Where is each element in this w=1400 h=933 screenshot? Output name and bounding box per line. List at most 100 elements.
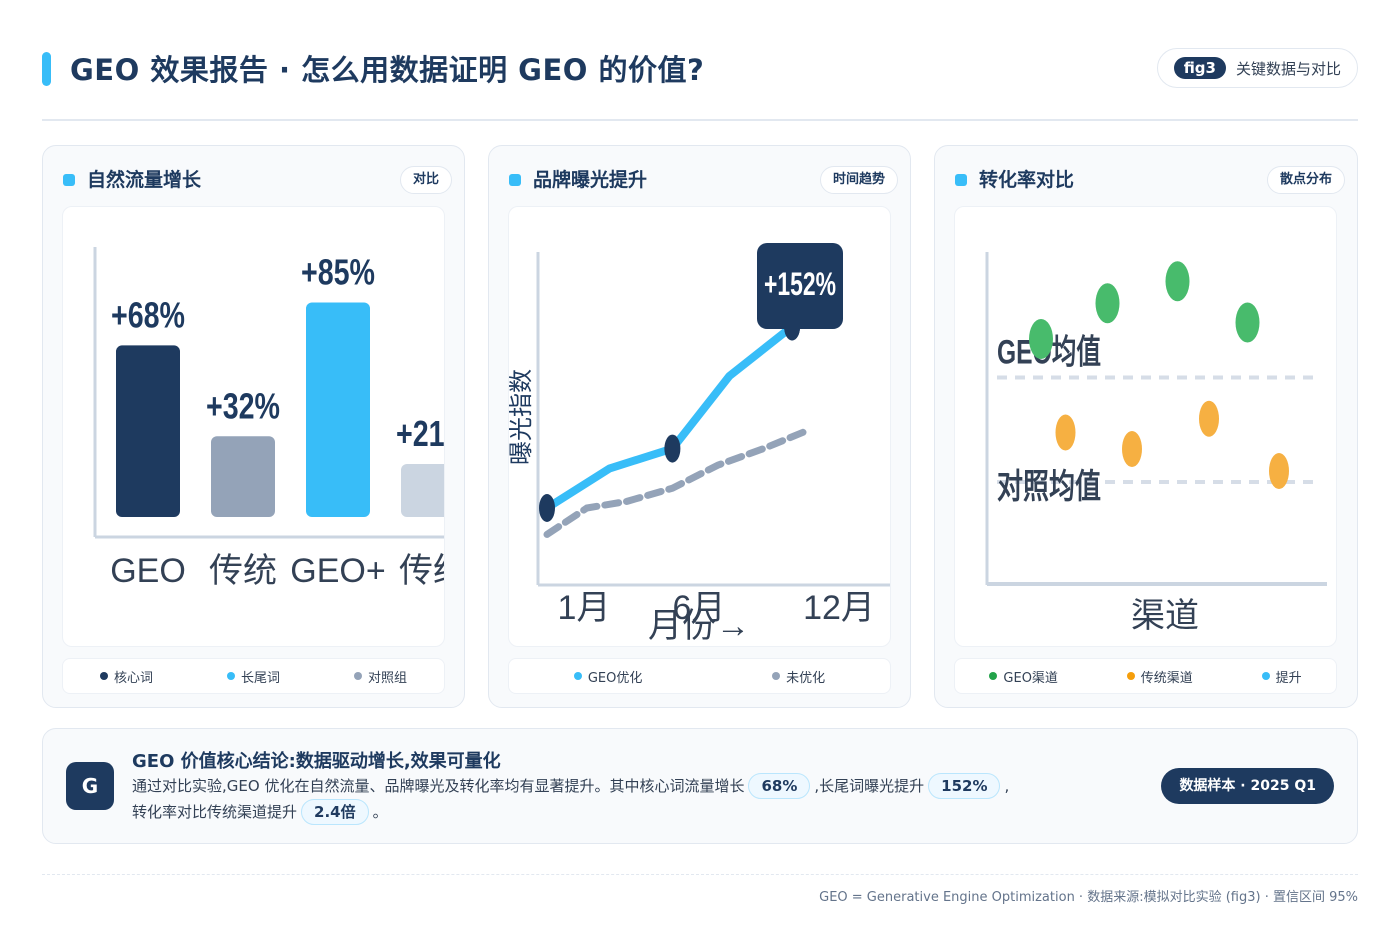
legend-label: 传统渠道 [1140, 670, 1193, 686]
legend-item: 未优化 [772, 667, 825, 686]
page-title: GEO 效果报告 · 怎么用数据证明 GEO 的价值? [70, 53, 705, 87]
scatter-point [1095, 283, 1120, 324]
reference-line-label: 对照均值 [997, 468, 1101, 506]
summary-text: 通过对比实验,GEO 优化在自然流量、品牌曝光及转化率均有显著提升。其中核心词流… [132, 773, 1132, 825]
card-title: 自然流量增长 [87, 169, 202, 191]
bar-data-label: +68% [111, 294, 185, 335]
bar-data-label: +85% [301, 252, 375, 293]
figure-label: 关键数据与对比 [1235, 59, 1341, 78]
scatter-point [1235, 302, 1260, 343]
card-bullet [955, 174, 967, 186]
figure-tag: fig3 关键数据与对比 [1156, 48, 1358, 88]
scatter-point [1199, 400, 1219, 437]
legend-item: 传统渠道 [1126, 667, 1193, 686]
data-sample-badge: 数据样本 · 2025 Q1 [1161, 768, 1334, 804]
legend-swatch [226, 672, 235, 680]
annotation-box [757, 243, 843, 329]
summary-text-part: , [1004, 777, 1010, 795]
series-line-geo [544, 323, 795, 512]
bar-data-label: +21% [396, 413, 445, 454]
x-tick-label: 传统 [399, 552, 445, 590]
card-conversion-rate: 转化率对比 散点分布 GEO均值对照均值渠道 GEO渠道 传统渠道 提升 [934, 145, 1358, 708]
footer-note: GEO = Generative Engine Optimization · 数… [819, 890, 1358, 905]
legend-swatch [573, 672, 582, 680]
data-point [664, 434, 681, 463]
summary-text-part: 。 [372, 803, 388, 821]
x-tick-label: 传统 [209, 552, 277, 590]
legend-label: 提升 [1275, 670, 1302, 686]
summary-title: GEO 价值核心结论:数据驱动增长,效果可量化 [132, 751, 501, 772]
legend-label: 核心词 [113, 670, 153, 686]
legend-label: 对照组 [367, 670, 407, 686]
card-tag: 时间趋势 [819, 166, 898, 194]
bar-data-label: +32% [206, 385, 280, 426]
figure-badge: fig3 [1173, 57, 1226, 79]
x-axis-label: 月份→ [648, 607, 750, 645]
summary-avatar: G [66, 762, 114, 810]
y-axis-label: 曝光指数 [509, 369, 535, 465]
legend-item: GEO优化 [573, 667, 643, 686]
card-tag: 散点分布 [1266, 166, 1345, 194]
scatter-point [1269, 453, 1289, 489]
bar [401, 464, 444, 517]
chart-legend: GEO优化 未优化 [508, 658, 891, 694]
card-header: 自然流量增长 对比 [61, 166, 452, 196]
legend-item: 核心词 [99, 667, 153, 686]
legend-label: GEO优化 [587, 670, 643, 686]
bar [211, 436, 275, 517]
scatter-point [1055, 414, 1076, 451]
card-bullet [63, 174, 75, 186]
legend-item: 长尾词 [226, 667, 280, 686]
x-axis-label: 渠道 [1131, 597, 1199, 635]
legend-label: GEO渠道 [1003, 670, 1058, 686]
scatter-point [1029, 319, 1053, 359]
highlight-value: 152% [928, 773, 1001, 799]
line-chart-area: 曝光指数 +152% 1月 6月 12月 月份→ [508, 206, 891, 647]
card-title: 转化率对比 [979, 169, 1075, 191]
summary-text-part: 通过对比实验,GEO 优化在自然流量、品牌曝光及转化率均有显著提升。其中核心词流… [132, 777, 745, 795]
chart-legend: 核心词 长尾词 对照组 [62, 658, 445, 694]
scatter-chart-area: GEO均值对照均值渠道 [954, 206, 1337, 647]
card-header: 品牌曝光提升 时间趋势 [507, 166, 898, 196]
bar [116, 345, 180, 517]
highlight-value: 68% [748, 773, 811, 799]
x-tick-label: GEO [110, 552, 186, 590]
bar-chart: +68% GEO +32% 传统 +85% GEO+ +21% 传统 [93, 247, 445, 590]
highlight-value: 2.4倍 [301, 799, 369, 825]
chart-legend: GEO渠道 传统渠道 提升 [954, 658, 1337, 694]
card-header: 转化率对比 散点分布 [953, 166, 1345, 196]
line-chart: 曝光指数 +152% 1月 6月 12月 月份→ [509, 243, 890, 645]
card-tag: 对比 [399, 166, 452, 194]
card-brand-exposure: 品牌曝光提升 时间趋势 曝光指数 +152% 1月 6月 12月 月份→ GEO优化 未优… [488, 145, 911, 708]
x-tick-label: 12月 [803, 589, 875, 627]
x-tick-label: 1月 [558, 589, 611, 627]
legend-item: GEO渠道 [989, 667, 1058, 686]
header-divider [42, 119, 1358, 121]
x-tick-label: 6月 [673, 589, 726, 627]
x-tick-label: GEO+ [290, 552, 385, 590]
scatter-chart: GEO均值对照均值渠道 [985, 252, 1327, 635]
summary-text-part: ,长尾词曝光提升 [814, 777, 925, 795]
page-header: GEO 效果报告 · 怎么用数据证明 GEO 的价值? fig3 关键数据与对比 [42, 48, 1358, 92]
legend-swatch [1126, 672, 1135, 680]
legend-item: 对照组 [353, 667, 407, 686]
bar-chart-area: +68% GEO +32% 传统 +85% GEO+ +21% 传统 [62, 206, 445, 647]
legend-swatch [353, 672, 362, 680]
data-point [539, 494, 555, 522]
card-organic-traffic: 自然流量增长 对比 +68% GEO +32% 传统 +85% GEO+ +21% 传统 核心… [42, 145, 465, 708]
footer-divider [42, 874, 1358, 875]
legend-label: 未优化 [786, 670, 826, 686]
summary-text-part: 转化率对比传统渠道提升 [132, 803, 298, 821]
card-bullet [509, 174, 521, 186]
legend-swatch [1261, 672, 1270, 680]
legend-swatch [99, 672, 108, 680]
scatter-point [1165, 261, 1190, 302]
legend-swatch [989, 672, 998, 680]
legend-label: 长尾词 [240, 670, 280, 686]
legend-swatch [772, 672, 781, 680]
data-point [784, 312, 801, 341]
card-title: 品牌曝光提升 [533, 169, 648, 191]
scatter-point [1122, 431, 1142, 467]
bar [306, 302, 370, 517]
legend-item: 提升 [1261, 667, 1302, 686]
